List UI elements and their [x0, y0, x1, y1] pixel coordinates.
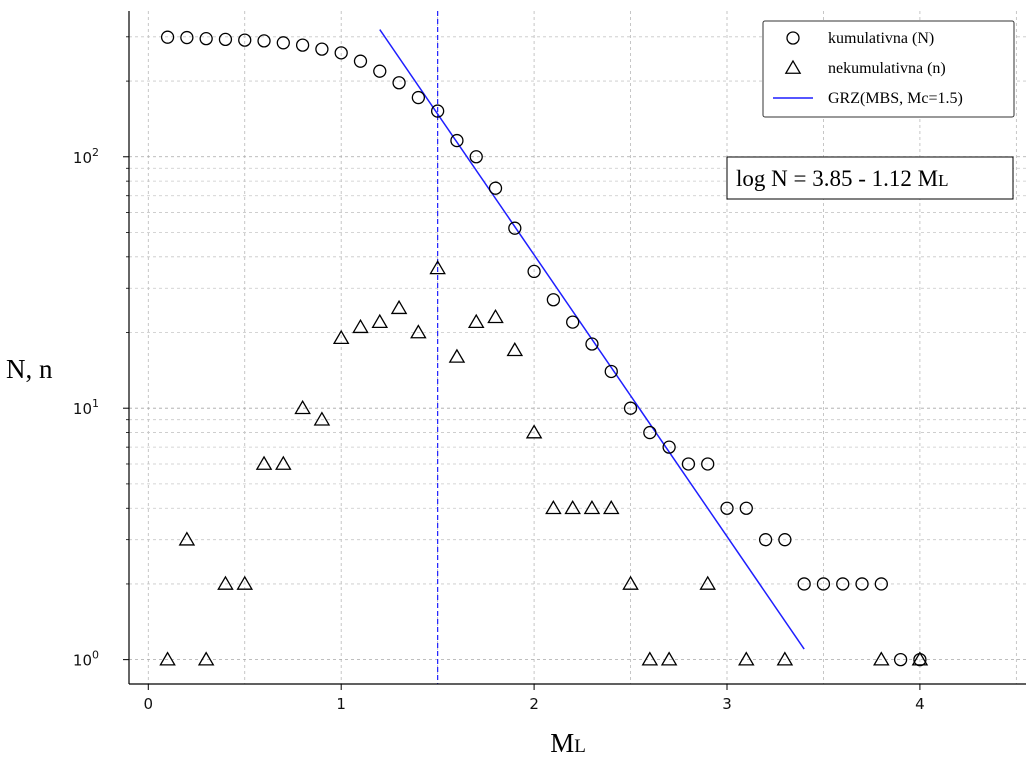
y-axis-label: N, n: [6, 354, 53, 384]
noncumulative-point: [371, 313, 389, 329]
cumulative-point: [392, 76, 406, 90]
noncumulative-point: [622, 575, 639, 590]
y-tick-label: 102: [73, 146, 99, 167]
equation-annotation: log N = 3.85 - 1.12 ML: [726, 156, 1014, 200]
noncumulative-point: [217, 575, 234, 590]
cumulative-point: [257, 34, 271, 48]
noncumulative-point: [641, 651, 659, 666]
legend-label: nekumulativna (n): [828, 60, 946, 77]
cumulative-point: [816, 577, 831, 591]
cumulative-point: [643, 425, 657, 440]
cumulative-point: [469, 150, 483, 164]
noncumulative-point: [699, 575, 716, 590]
cumulative-point: [701, 457, 715, 471]
grz-fit-line: [379, 29, 805, 650]
cumulative-point: [373, 64, 387, 78]
noncumulative-point: [602, 499, 620, 515]
noncumulative-point: [583, 499, 601, 515]
noncumulative-point: [255, 455, 273, 470]
noncumulative-point: [564, 499, 581, 515]
tick-labels: 0 1 2 3 4 100 101 102: [73, 146, 925, 713]
cumulative-point: [411, 90, 426, 105]
noncumulative-point: [738, 651, 755, 666]
cumulative-point: [662, 440, 676, 454]
noncumulative-point: [660, 651, 678, 666]
noncumulative-point: [159, 651, 176, 666]
cumulative-point: [797, 577, 811, 591]
cumulative-point: [295, 38, 310, 52]
y-tick-label: 100: [73, 649, 99, 670]
noncumulative-point: [525, 424, 543, 439]
legend-label: kumulativna (N): [828, 30, 934, 47]
markers: [159, 30, 929, 667]
plot-background: [129, 11, 1026, 684]
noncumulative-point: [776, 651, 794, 666]
cumulative-point: [836, 577, 850, 591]
cumulative-point: [160, 30, 175, 44]
cumulative-point: [430, 104, 445, 118]
cumulative-point: [488, 181, 503, 195]
equation-text: log N = 3.85 - 1.12 ML: [736, 166, 948, 191]
legend-label: GRZ(MBS, Mc=1.5): [828, 90, 963, 107]
noncumulative-point: [197, 651, 215, 666]
cumulative-point: [585, 337, 599, 351]
noncumulative-point: [429, 260, 446, 275]
cumulative-point: [276, 36, 290, 50]
cumulative-point: [720, 501, 734, 515]
axes: [123, 11, 1026, 690]
cumulative-point: [681, 457, 696, 471]
cumulative-point: [778, 533, 792, 547]
noncumulative-point: [410, 324, 427, 339]
cumulative-point: [334, 46, 348, 60]
legend: kumulativna (N) nekumulativna (n) GRZ(MBS,…: [762, 20, 1015, 118]
x-axis-label: ML: [550, 728, 586, 758]
cumulative-point: [855, 577, 869, 591]
legend-box: [762, 20, 1015, 118]
cumulative-point: [315, 42, 329, 56]
y-tick-label: 101: [73, 397, 99, 418]
cumulative-point: [238, 33, 252, 47]
noncumulative-point: [352, 318, 369, 334]
noncumulative-point: [545, 499, 562, 515]
cumulative-point: [604, 364, 618, 379]
cumulative-point: [353, 54, 368, 68]
cumulative-point: [874, 577, 888, 591]
noncumulative-point: [236, 575, 254, 590]
noncumulative-point: [390, 299, 408, 315]
fit-line-group: [379, 29, 805, 650]
noncumulative-point: [487, 308, 504, 324]
noncumulative-point: [275, 455, 292, 470]
x-tick-label: 1: [336, 695, 346, 713]
cumulative-point: [623, 401, 638, 415]
x-tick-label: 3: [722, 695, 732, 713]
cumulative-point: [527, 264, 541, 279]
legend-circle-swatch: [786, 31, 800, 45]
noncumulative-point: [911, 651, 929, 666]
noncumulative-point: [294, 399, 311, 415]
equation-box: [726, 156, 1014, 200]
noncumulative-point: [178, 531, 196, 546]
cumulative-point: [450, 133, 464, 148]
x-tick-label: 4: [915, 695, 925, 713]
cumulative-point: [758, 533, 773, 547]
x-tick-label: 2: [529, 695, 539, 713]
x-tick-label: 0: [144, 695, 154, 713]
cumulative-point: [180, 30, 194, 45]
cumulative-point: [218, 32, 233, 47]
cumulative-point: [739, 501, 753, 515]
cumulative-point: [199, 31, 213, 46]
noncumulative-point: [467, 313, 485, 329]
cumulative-point: [566, 315, 580, 329]
noncumulative-point: [506, 341, 524, 357]
legend-triangle-swatch: [784, 59, 802, 74]
cumulative-point: [893, 652, 908, 667]
noncumulative-point: [873, 651, 890, 666]
noncumulative-point: [448, 348, 466, 363]
cumulative-point: [508, 221, 522, 235]
noncumulative-point: [332, 329, 350, 345]
cumulative-point: [546, 293, 561, 307]
noncumulative-point: [313, 411, 331, 426]
